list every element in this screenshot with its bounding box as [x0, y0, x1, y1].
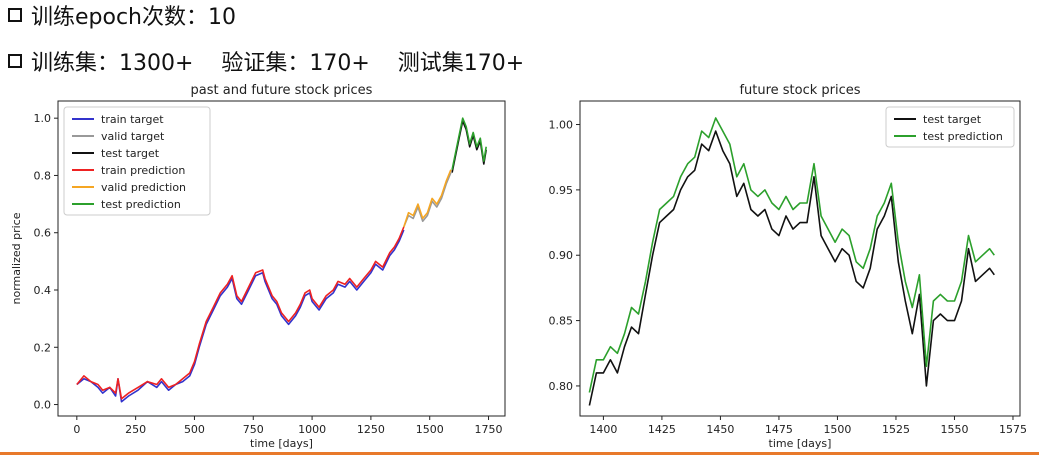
y-tick-label: 0.0 [34, 399, 52, 412]
x-tick-label: 0 [73, 423, 80, 436]
legend-box [885, 106, 1015, 148]
series-line [76, 229, 405, 403]
x-tick-label: 1525 [882, 423, 910, 436]
x-tick-label: 250 [125, 423, 146, 436]
chart-title: past and future stock prices [191, 83, 373, 98]
legend-label: valid prediction [101, 181, 186, 194]
legend-box [63, 106, 211, 216]
x-tick-label: 1575 [999, 423, 1027, 436]
future-chart-svg: future stock prices 1400 1425 1450 1475 1500 1… [549, 83, 1027, 450]
y-tick-label: 0.2 [34, 341, 52, 354]
y-tick-label: 0.85 [549, 315, 574, 328]
x-tick-label: 1550 [940, 423, 968, 436]
epoch-count-text: 训练epoch次数：10 [31, 5, 236, 30]
plot-frame [57, 100, 506, 417]
x-axis-label: time [days] [769, 437, 832, 450]
legend-label: train prediction [101, 164, 185, 177]
chart-title: future stock prices [739, 83, 860, 98]
checkbox-bullet-icon [8, 54, 22, 68]
x-tick-label: 1425 [648, 423, 676, 436]
series-line [403, 172, 452, 228]
y-tick-label: 0.80 [549, 380, 574, 393]
y-tick-label: 0.6 [34, 227, 52, 240]
x-tick-label: 1750 [475, 423, 503, 436]
y-tick-label: 0.4 [34, 284, 52, 297]
y-tick-label: 1.00 [549, 119, 574, 132]
y-tick-label: 0.90 [549, 249, 574, 262]
legend-label: test prediction [923, 130, 1003, 143]
dataset-split-text: 训练集：1300+ 验证集：170+ 测试集170+ [31, 51, 525, 76]
legend-label: test target [101, 147, 160, 160]
bottom-accent-rule [0, 452, 1039, 455]
y-axis-label: normalized price [10, 212, 23, 304]
legend-label: test target [923, 113, 982, 126]
series-line [403, 169, 452, 228]
x-tick-label: 1250 [357, 423, 385, 436]
checkbox-bullet-icon [8, 8, 22, 22]
x-tick-label: 1000 [298, 423, 326, 436]
y-tick-label: 1.0 [34, 112, 52, 125]
past-future-chart-svg: past and future stock prices 0 250 500 750 10… [10, 83, 506, 450]
dataset-split-line: 训练集：1300+ 验证集：170+ 测试集170+ [8, 46, 524, 76]
series-line [451, 117, 487, 170]
past-future-chart: past and future stock prices 0 250 500 750 10… [0, 80, 520, 456]
x-tick-label: 1400 [589, 423, 617, 436]
x-tick-label: 1500 [823, 423, 851, 436]
y-tick-label: 0.95 [549, 184, 574, 197]
x-tick-label: 1475 [765, 423, 793, 436]
legend-label: train target [101, 113, 164, 126]
plot-frame [579, 100, 1021, 417]
series-line [76, 226, 405, 400]
epoch-count-line: 训练epoch次数：10 [8, 0, 236, 30]
y-tick-label: 0.8 [34, 169, 52, 182]
x-tick-label: 1450 [706, 423, 734, 436]
series-line [588, 117, 995, 393]
x-axis-label: time [days] [250, 437, 313, 450]
series-line [588, 130, 995, 406]
x-tick-label: 500 [184, 423, 205, 436]
x-tick-label: 1500 [416, 423, 444, 436]
future-chart: future stock prices 1400 1425 1450 1475 1500 1… [520, 80, 1039, 456]
legend-label: valid target [101, 130, 165, 143]
x-tick-label: 750 [243, 423, 264, 436]
legend-label: test prediction [101, 198, 181, 211]
